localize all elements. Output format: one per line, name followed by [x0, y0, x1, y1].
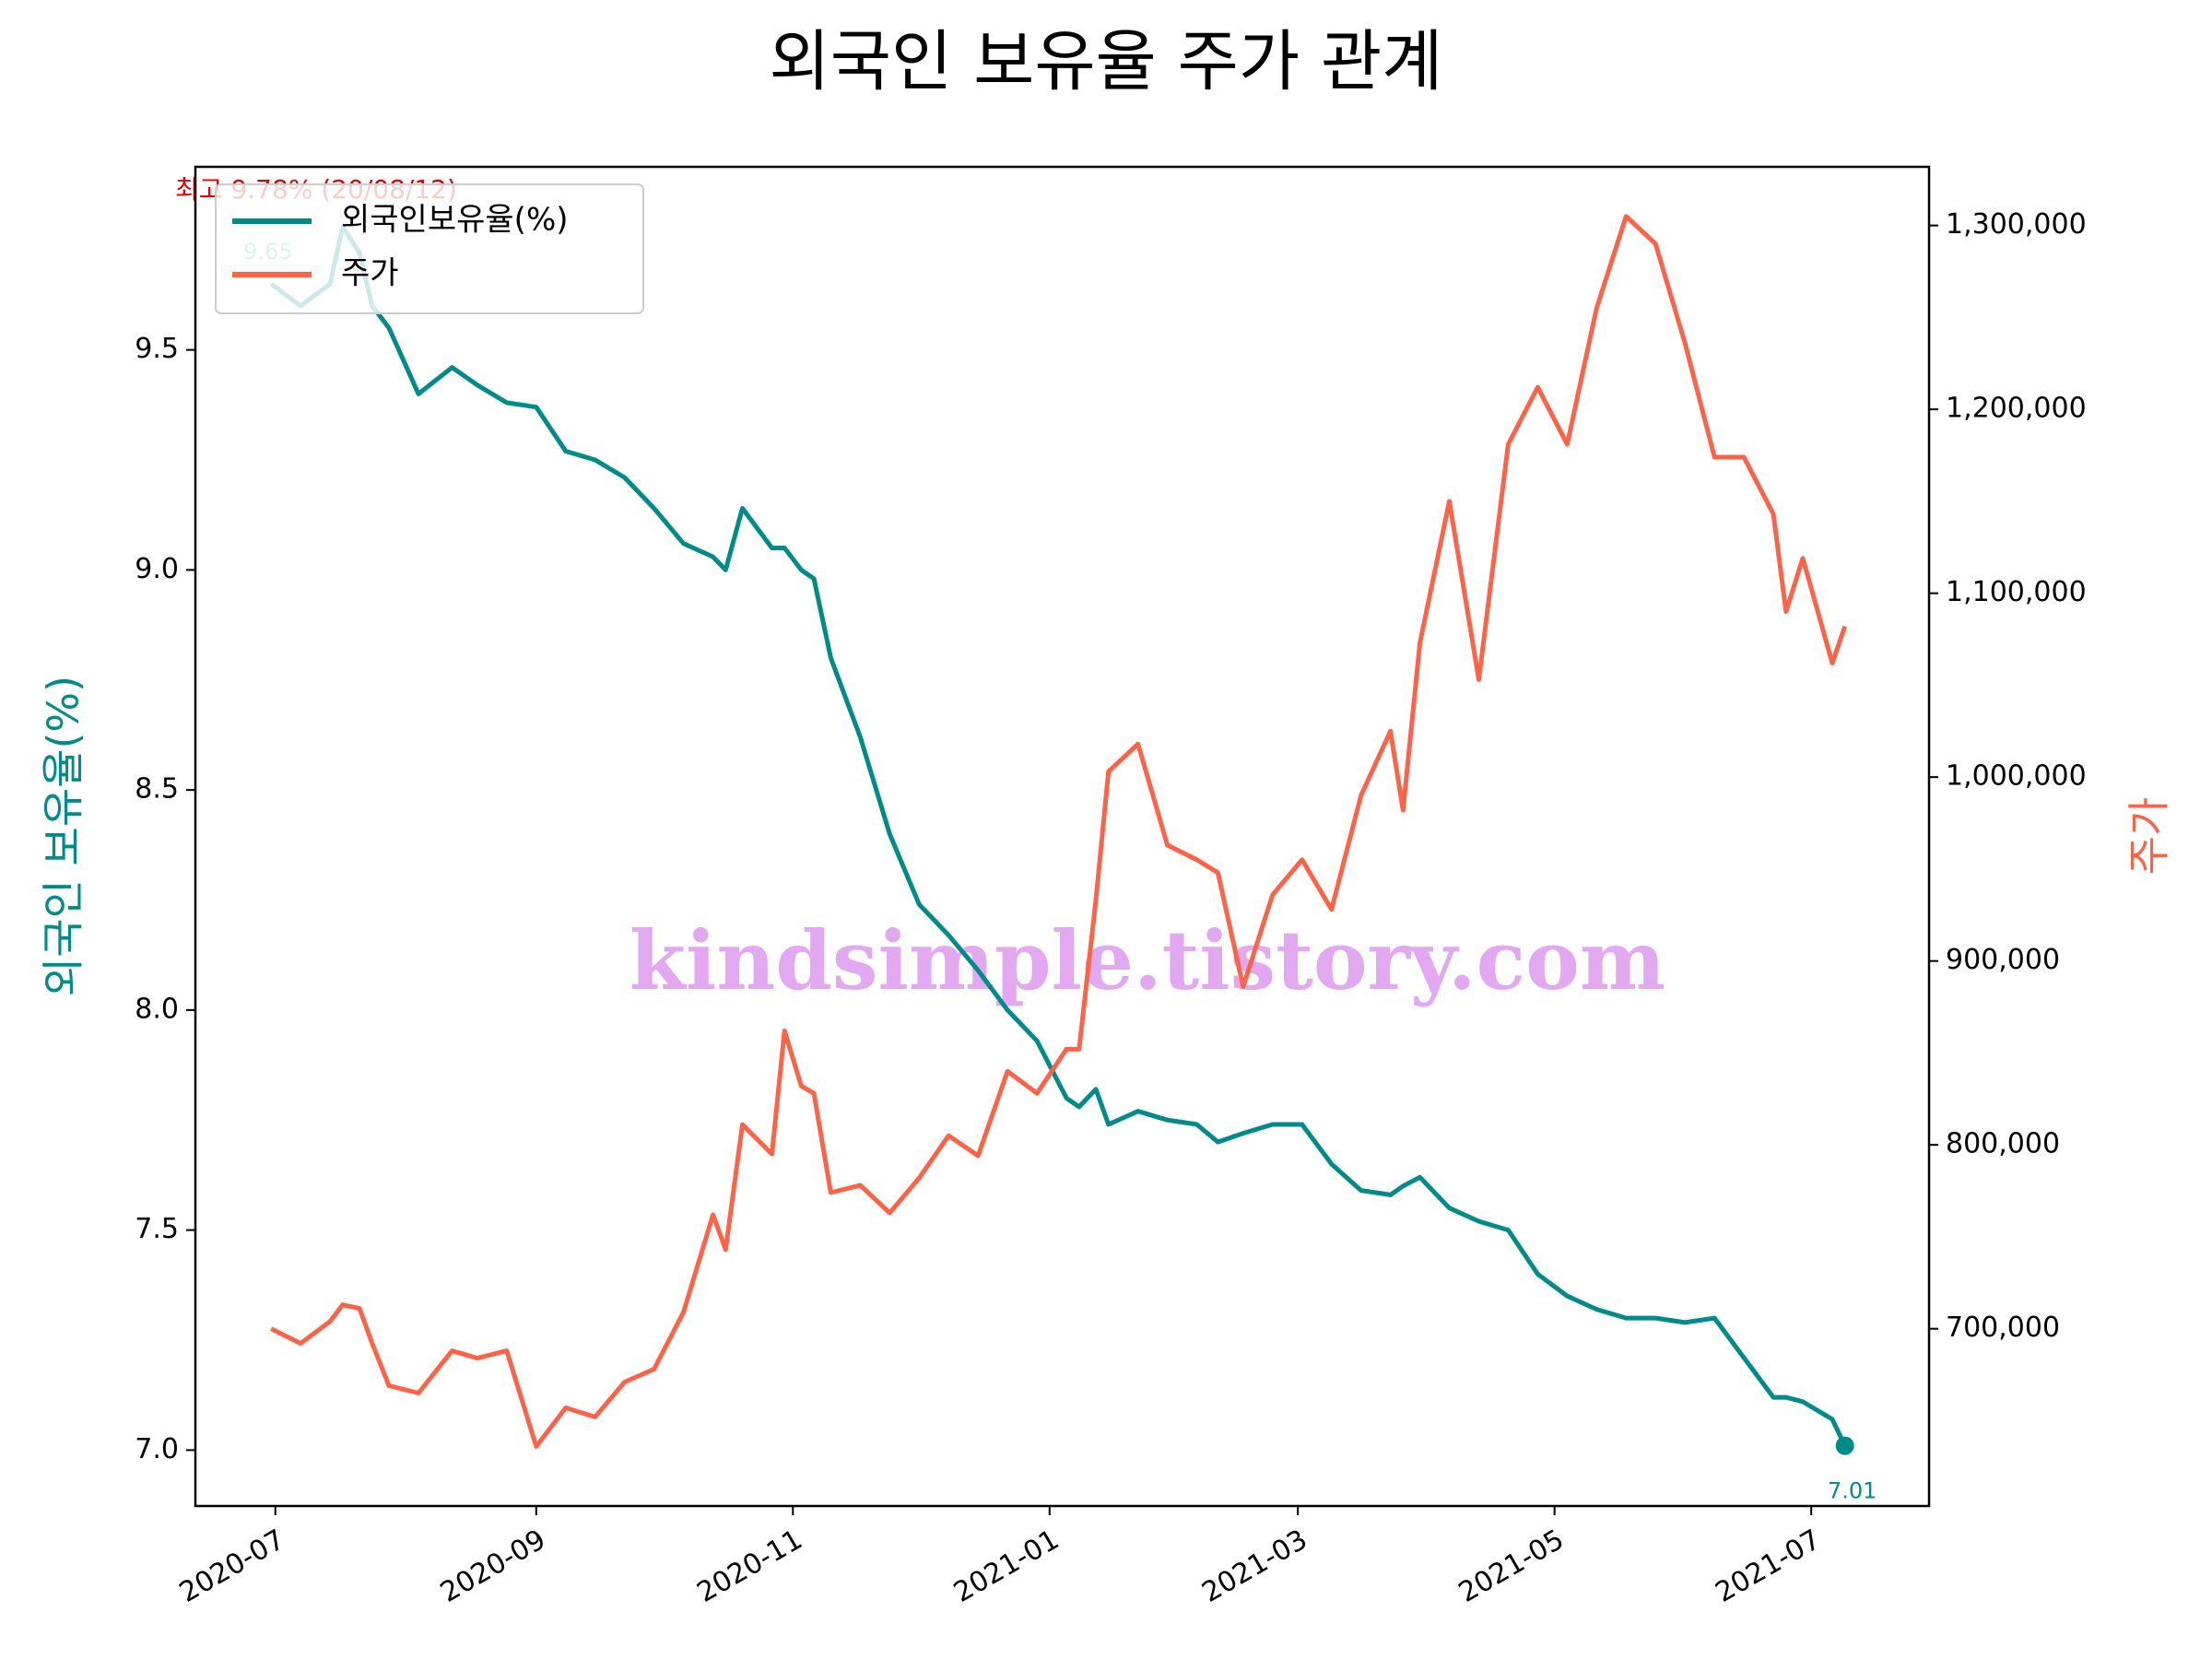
data-label: 7.01: [1828, 1478, 1877, 1504]
y2-tick-label: 800,000: [1946, 1128, 2060, 1160]
y-tick-label: 8.5: [135, 773, 179, 806]
y2-tick-label: 700,000: [1946, 1312, 2060, 1344]
plot-frame: [194, 165, 1931, 1508]
y2-tick-label: 1,100,000: [1946, 576, 2087, 608]
y2-axis-label: 주가: [2124, 797, 2174, 876]
y-tick-label: 9.5: [135, 333, 179, 365]
legend-box: [215, 183, 644, 314]
y2-tick-label: 1,000,000: [1946, 760, 2087, 793]
legend-label: 외국인보유율(%): [341, 202, 569, 239]
y-tick-label: 8.0: [135, 993, 179, 1025]
y-tick-label: 7.5: [135, 1213, 179, 1245]
y-tick-label: 9.0: [135, 553, 179, 585]
y2-tick-label: 1,200,000: [1946, 393, 2087, 425]
series-line: [270, 214, 1848, 1449]
y-axis-label: 외국인 보유율(%): [39, 676, 88, 996]
end-point: [1835, 1436, 1854, 1455]
y-tick-label: 7.0: [135, 1433, 179, 1465]
legend-label: 주가: [341, 255, 399, 292]
chart-title: 외국인 보유율 주가 관계: [769, 23, 1442, 100]
watermark: kindsimple.tistory.com: [629, 912, 1665, 1008]
y2-tick-label: 1,300,000: [1946, 208, 2087, 241]
y2-tick-label: 900,000: [1946, 944, 2060, 976]
